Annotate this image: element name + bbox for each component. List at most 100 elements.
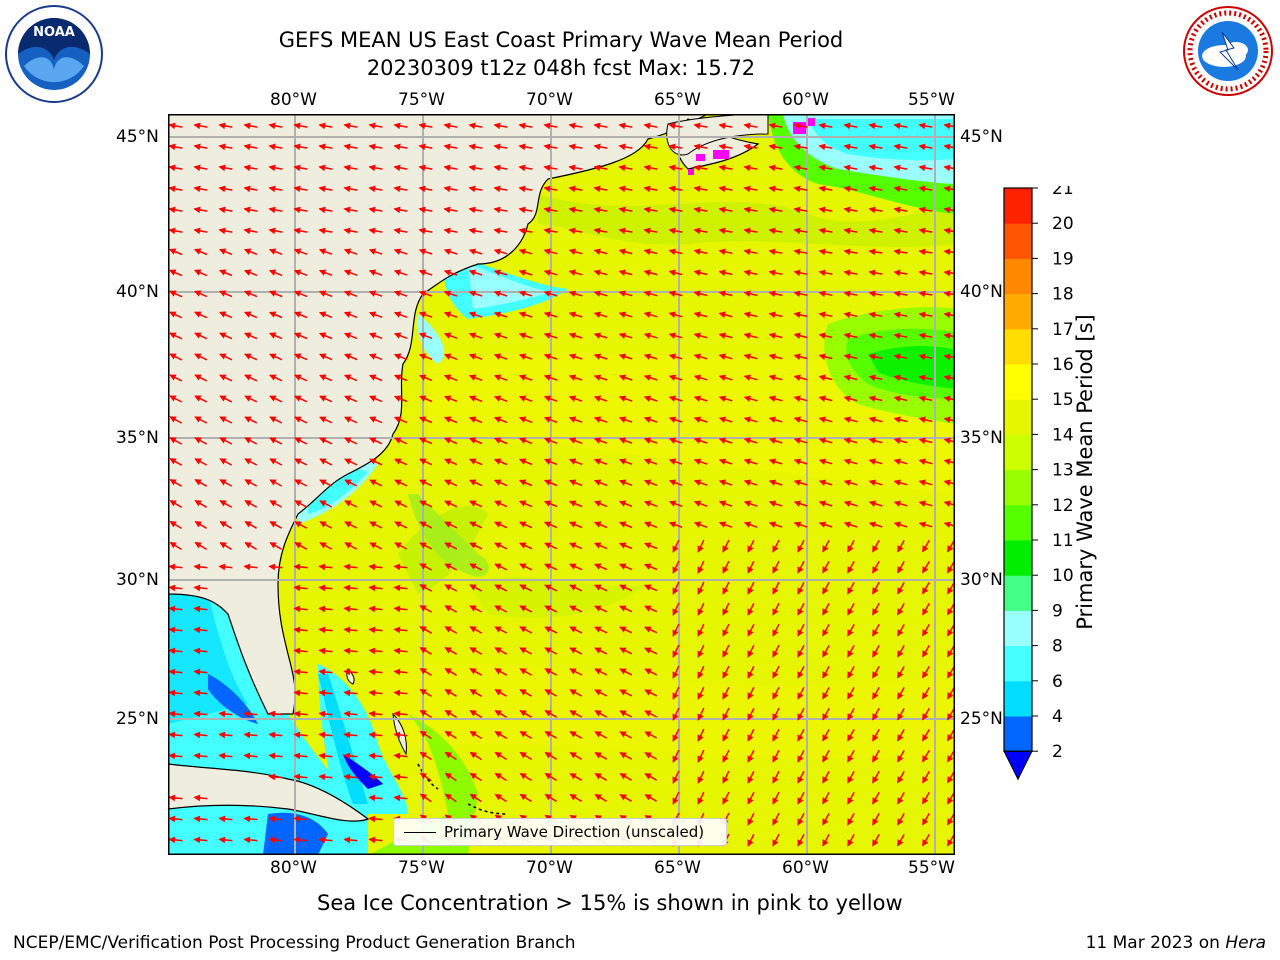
wave-arrowhead bbox=[843, 185, 851, 193]
wave-arrowhead bbox=[393, 668, 401, 676]
wave-arrowhead bbox=[818, 437, 826, 444]
wave-arrowhead bbox=[543, 395, 552, 402]
wave-arrowhead bbox=[194, 479, 202, 486]
wave-arrowhead bbox=[768, 458, 777, 465]
wave-arrowhead bbox=[893, 269, 901, 277]
wave-arrowhead bbox=[743, 185, 751, 193]
wave-arrowhead bbox=[568, 248, 576, 255]
wave-arrowhead bbox=[469, 584, 477, 591]
wave-arrowhead bbox=[897, 776, 904, 784]
wave-arrowhead bbox=[943, 374, 951, 382]
wave-arrowhead bbox=[768, 122, 776, 130]
wave-arrowhead bbox=[219, 395, 227, 402]
wave-arrowhead bbox=[947, 776, 954, 784]
wave-arrowhead bbox=[393, 584, 401, 592]
wave-arrowhead bbox=[672, 545, 679, 553]
wave-arrowhead bbox=[443, 332, 452, 339]
wave-arrowhead bbox=[569, 794, 577, 801]
wave-arrowhead bbox=[918, 269, 926, 277]
wave-arrowhead bbox=[493, 227, 501, 235]
wave-arrowhead bbox=[443, 164, 451, 172]
wave-arrowhead bbox=[219, 542, 227, 549]
wave-arrowhead bbox=[793, 227, 801, 235]
wave-arrowhead bbox=[518, 269, 527, 276]
wave-arrowhead bbox=[168, 836, 176, 844]
wave-arrowhead bbox=[243, 122, 251, 130]
wave-arrowhead bbox=[268, 269, 277, 276]
wave-arrowhead bbox=[493, 269, 502, 276]
wave-arrowhead bbox=[319, 395, 327, 402]
wave-arrowhead bbox=[268, 563, 276, 571]
wave-arrowhead bbox=[868, 500, 877, 507]
wave-arrowhead bbox=[668, 500, 677, 507]
lon-label-bottom: 65°W bbox=[654, 858, 701, 878]
sea-ice-patch bbox=[713, 150, 729, 159]
wave-arrowhead bbox=[519, 563, 527, 570]
wave-arrowhead bbox=[893, 311, 901, 319]
wave-arrowhead bbox=[468, 311, 477, 318]
wave-arrowhead bbox=[643, 185, 651, 193]
wave-arrowhead bbox=[747, 713, 754, 721]
colorbar-tick-label: 9 bbox=[1052, 601, 1063, 621]
wave-arrowhead bbox=[872, 650, 879, 658]
wave-arrowhead bbox=[643, 248, 651, 256]
wave-arrowhead bbox=[943, 395, 951, 402]
wave-arrowhead bbox=[344, 458, 352, 465]
wave-arrowhead bbox=[818, 248, 826, 256]
wave-arrowhead bbox=[543, 227, 551, 235]
wave-arrowhead bbox=[818, 290, 826, 298]
wave-arrowhead bbox=[594, 710, 602, 717]
wave-arrowhead bbox=[244, 353, 252, 360]
wave-arrowhead bbox=[443, 290, 452, 297]
colorbar-bin bbox=[1004, 540, 1032, 576]
wave-arrowhead bbox=[318, 689, 326, 697]
wave-arrowhead bbox=[768, 416, 776, 423]
wave-arrowhead bbox=[494, 605, 502, 612]
wave-arrowhead bbox=[644, 668, 652, 675]
wave-arrowhead bbox=[722, 713, 729, 721]
wave-arrowhead bbox=[269, 416, 277, 423]
wave-arrowhead bbox=[343, 227, 351, 235]
wave-arrowhead bbox=[318, 164, 326, 172]
wave-arrowhead bbox=[494, 584, 502, 591]
wave-arrowhead bbox=[393, 164, 401, 172]
wave-arrowhead bbox=[218, 710, 226, 718]
wave-arrowhead bbox=[519, 752, 527, 759]
wave-arrowhead bbox=[922, 818, 929, 826]
colorbar-tick-label: 19 bbox=[1052, 249, 1074, 269]
cuba-land bbox=[168, 763, 370, 822]
wave-arrowhead bbox=[818, 500, 827, 507]
wave-arrowhead bbox=[268, 773, 276, 781]
wave-arrowhead bbox=[393, 290, 402, 297]
wave-arrowhead bbox=[872, 629, 879, 637]
wave-arrowhead bbox=[394, 500, 402, 507]
wave-arrowhead bbox=[168, 143, 176, 151]
wave-arrowhead bbox=[569, 563, 577, 570]
colorbar-tick-label: 6 bbox=[1052, 672, 1063, 692]
wave-period-map: Primary Wave Direction (unscaled) bbox=[168, 114, 955, 855]
wave-arrowhead bbox=[168, 185, 176, 193]
colorbar: 2 4 6 8 9 10 11 12 13 14 15 16 17 18 19 20 21 bbox=[1000, 179, 1120, 786]
wave-arrowhead bbox=[293, 290, 302, 297]
wave-arrowhead bbox=[468, 122, 476, 130]
wave-arrowhead bbox=[494, 542, 502, 549]
wave-arrowhead bbox=[168, 122, 176, 130]
wave-arrowhead bbox=[818, 416, 826, 423]
wave-arrowhead bbox=[469, 793, 477, 801]
colorbar-bin bbox=[1004, 469, 1032, 506]
wave-arrowhead bbox=[644, 794, 652, 801]
wave-arrowhead bbox=[643, 122, 651, 130]
wave-arrowhead bbox=[893, 122, 901, 130]
wave-arrowhead bbox=[494, 752, 502, 759]
wave-arrowhead bbox=[468, 374, 477, 381]
wave-arrowhead bbox=[697, 797, 704, 805]
wave-arrowhead bbox=[343, 752, 351, 760]
wave-arrowhead bbox=[793, 269, 801, 277]
wave-arrowhead bbox=[672, 629, 679, 637]
wave-arrowhead bbox=[643, 374, 652, 381]
wave-arrowhead bbox=[872, 818, 879, 826]
wave-arrowhead bbox=[747, 839, 754, 847]
wave-arrowhead bbox=[568, 437, 577, 444]
wave-arrowhead bbox=[243, 311, 252, 318]
wave-arrowhead bbox=[443, 143, 451, 151]
